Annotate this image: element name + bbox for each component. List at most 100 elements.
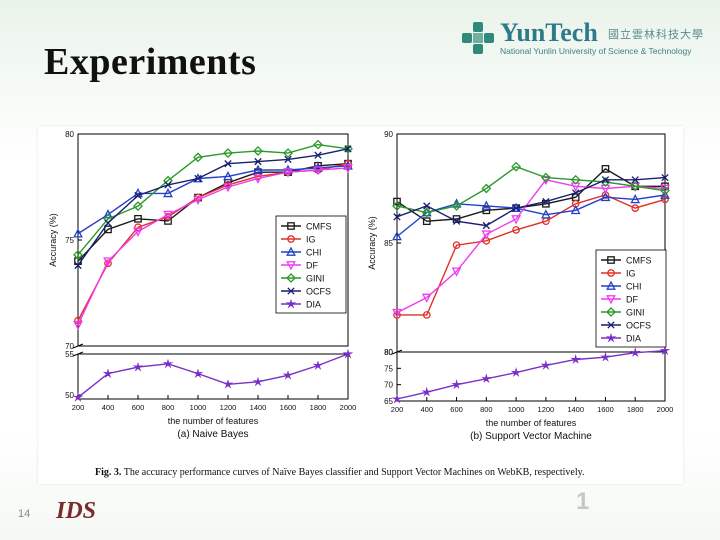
legend-marker: [606, 280, 616, 290]
legend-label: OCFS: [306, 287, 331, 297]
data-point: [342, 349, 354, 359]
data-point: [192, 369, 204, 379]
figure-3: 70 75 80 50 55 200 400 600 800 1000 1200 1400 1600 18…: [38, 126, 683, 484]
data-point: [163, 210, 173, 220]
series-line: [77, 165, 349, 235]
x-tick-label: 2000: [340, 403, 357, 412]
data-point: [134, 191, 142, 200]
data-point: [452, 217, 461, 225]
data-point: [600, 352, 611, 362]
data-point: [73, 228, 83, 238]
data-point: [133, 201, 143, 211]
data-point: [193, 195, 203, 206]
x-axis-label: the number of features: [486, 418, 577, 428]
x-tick-label: 600: [132, 403, 145, 412]
lower-plot-frame: [77, 353, 349, 400]
y-tick-label: 80: [384, 348, 393, 357]
data-point: [512, 204, 520, 212]
lower-plot-frame: [396, 351, 666, 402]
data-point: [630, 347, 641, 358]
data-point: [482, 206, 491, 215]
data-point: [423, 202, 431, 210]
x-tick-label: 1200: [538, 405, 555, 414]
x-tick-label: 1800: [627, 405, 644, 414]
data-point: [481, 200, 492, 210]
data-point: [631, 204, 640, 212]
data-point: [313, 139, 323, 150]
x-tick-label: 1400: [567, 405, 584, 414]
data-point: [134, 214, 142, 223]
series-line: [77, 167, 349, 326]
series-line: [396, 165, 666, 214]
legend-marker: [286, 261, 296, 271]
data-point: [451, 201, 462, 211]
data-point: [344, 145, 352, 153]
data-point: [223, 171, 233, 181]
data-point: [253, 174, 263, 184]
data-point: [164, 181, 172, 189]
x-tick-label: 2000: [657, 405, 674, 414]
data-point: [601, 165, 610, 173]
data-point: [392, 308, 402, 319]
data-point: [313, 166, 323, 176]
series-line: [396, 176, 666, 227]
legend-marker: [606, 295, 616, 305]
series-dia: [72, 349, 354, 402]
data-point: [511, 215, 521, 225]
data-point: [541, 209, 551, 219]
data-point: [132, 362, 144, 372]
data-point: [661, 195, 669, 204]
data-point: [661, 173, 669, 182]
data-point: [343, 143, 353, 154]
y-axis-label: Accuracy (%): [367, 216, 377, 270]
x-tick-label: 400: [102, 403, 115, 412]
data-point: [253, 164, 263, 174]
legend-label: DIA: [626, 334, 641, 344]
y-tick-label: 80: [384, 348, 393, 357]
legend-label: DIA: [306, 300, 321, 310]
data-point: [570, 353, 582, 365]
series-line: [397, 194, 666, 316]
legend-marker: [287, 222, 295, 230]
data-point: [601, 176, 610, 184]
x-axis-label: the number of features: [168, 416, 259, 426]
ids-logo: IDS: [50, 498, 120, 526]
data-point: [313, 162, 323, 172]
data-point: [481, 373, 492, 384]
data-point: [421, 207, 432, 218]
data-point: [223, 148, 233, 158]
data-point: [482, 221, 490, 230]
footer-deco-number: 1: [576, 488, 590, 515]
data-point: [542, 199, 550, 208]
logo-brand-text: YunTech: [500, 18, 598, 47]
legend-label: CMFS: [626, 256, 652, 266]
legend-marker: [287, 235, 295, 243]
x-tick-label: 200: [391, 405, 404, 414]
x-tick-label: 600: [450, 405, 463, 414]
data-point: [512, 226, 520, 234]
data-point: [392, 231, 402, 241]
legend-marker: [606, 307, 616, 317]
legend-label: CHI: [626, 282, 642, 292]
data-point: [570, 204, 581, 215]
data-point: [312, 361, 324, 370]
data-point: [392, 201, 402, 211]
data-point: [74, 261, 82, 270]
series-line: [396, 350, 666, 400]
legend: CMFS IG CHI DF GINI OCFS DIA: [595, 249, 667, 348]
data-point: [422, 217, 431, 226]
data-point: [570, 174, 581, 185]
data-point: [134, 223, 142, 232]
legend-marker: [607, 256, 615, 264]
data-point: [224, 160, 232, 168]
chart-naive-bayes: 70 75 80 50 55 200 400 600 800 1000 1200 1400 1600 18…: [38, 126, 358, 461]
yuntech-logo: YunTech 國立雲林科技大學 National Yunlin Univers…: [460, 16, 710, 60]
data-point: [282, 370, 294, 380]
series-line: [77, 353, 349, 398]
y-axis-label: Accuracy (%): [48, 213, 58, 267]
data-point: [73, 320, 83, 331]
data-point: [393, 213, 401, 221]
data-point: [103, 209, 113, 219]
legend-marker: [607, 269, 615, 277]
